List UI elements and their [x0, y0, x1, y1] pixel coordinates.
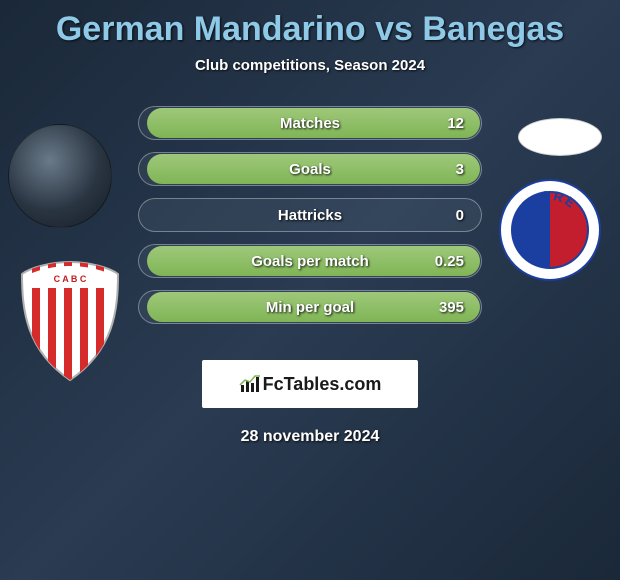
- branding-label: FcTables.com: [263, 374, 382, 395]
- date-label: 28 november 2024: [0, 428, 620, 446]
- bar-chart-icon: [239, 374, 261, 394]
- stat-row: Matches 12: [138, 106, 482, 140]
- branding-badge: FcTables.com: [202, 360, 418, 408]
- subtitle: Club competitions, Season 2024: [0, 57, 620, 74]
- stat-row: Hattricks 0: [138, 198, 482, 232]
- stats-list: Matches 12 Goals 3 Hattricks 0 Goals per match…: [0, 106, 620, 324]
- stat-value-right: 0: [456, 198, 464, 232]
- page-title: German Mandarino vs Banegas: [0, 10, 620, 49]
- stat-label: Goals per match: [251, 253, 369, 270]
- stat-value-right: 3: [456, 152, 464, 186]
- stat-row: Goals per match 0.25: [138, 244, 482, 278]
- stat-label: Min per goal: [266, 299, 354, 316]
- stat-row: Goals 3: [138, 152, 482, 186]
- stat-label: Matches: [280, 115, 340, 132]
- stat-label: Goals: [289, 161, 331, 178]
- stat-value-right: 12: [447, 106, 464, 140]
- stat-label: Hattricks: [278, 207, 342, 224]
- stat-value-right: 0.25: [435, 244, 464, 278]
- stat-row: Min per goal 395: [138, 290, 482, 324]
- stat-value-right: 395: [439, 290, 464, 324]
